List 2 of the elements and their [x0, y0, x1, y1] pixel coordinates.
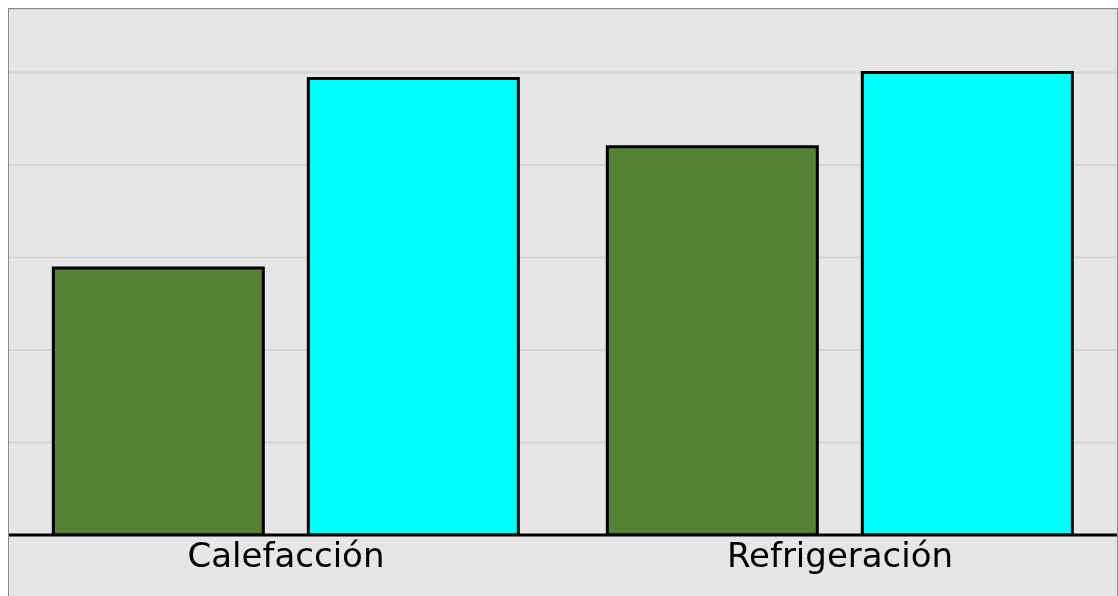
x-tick-label: Refrigeración	[726, 535, 954, 576]
x-tick-label: Calefacción	[187, 535, 385, 576]
